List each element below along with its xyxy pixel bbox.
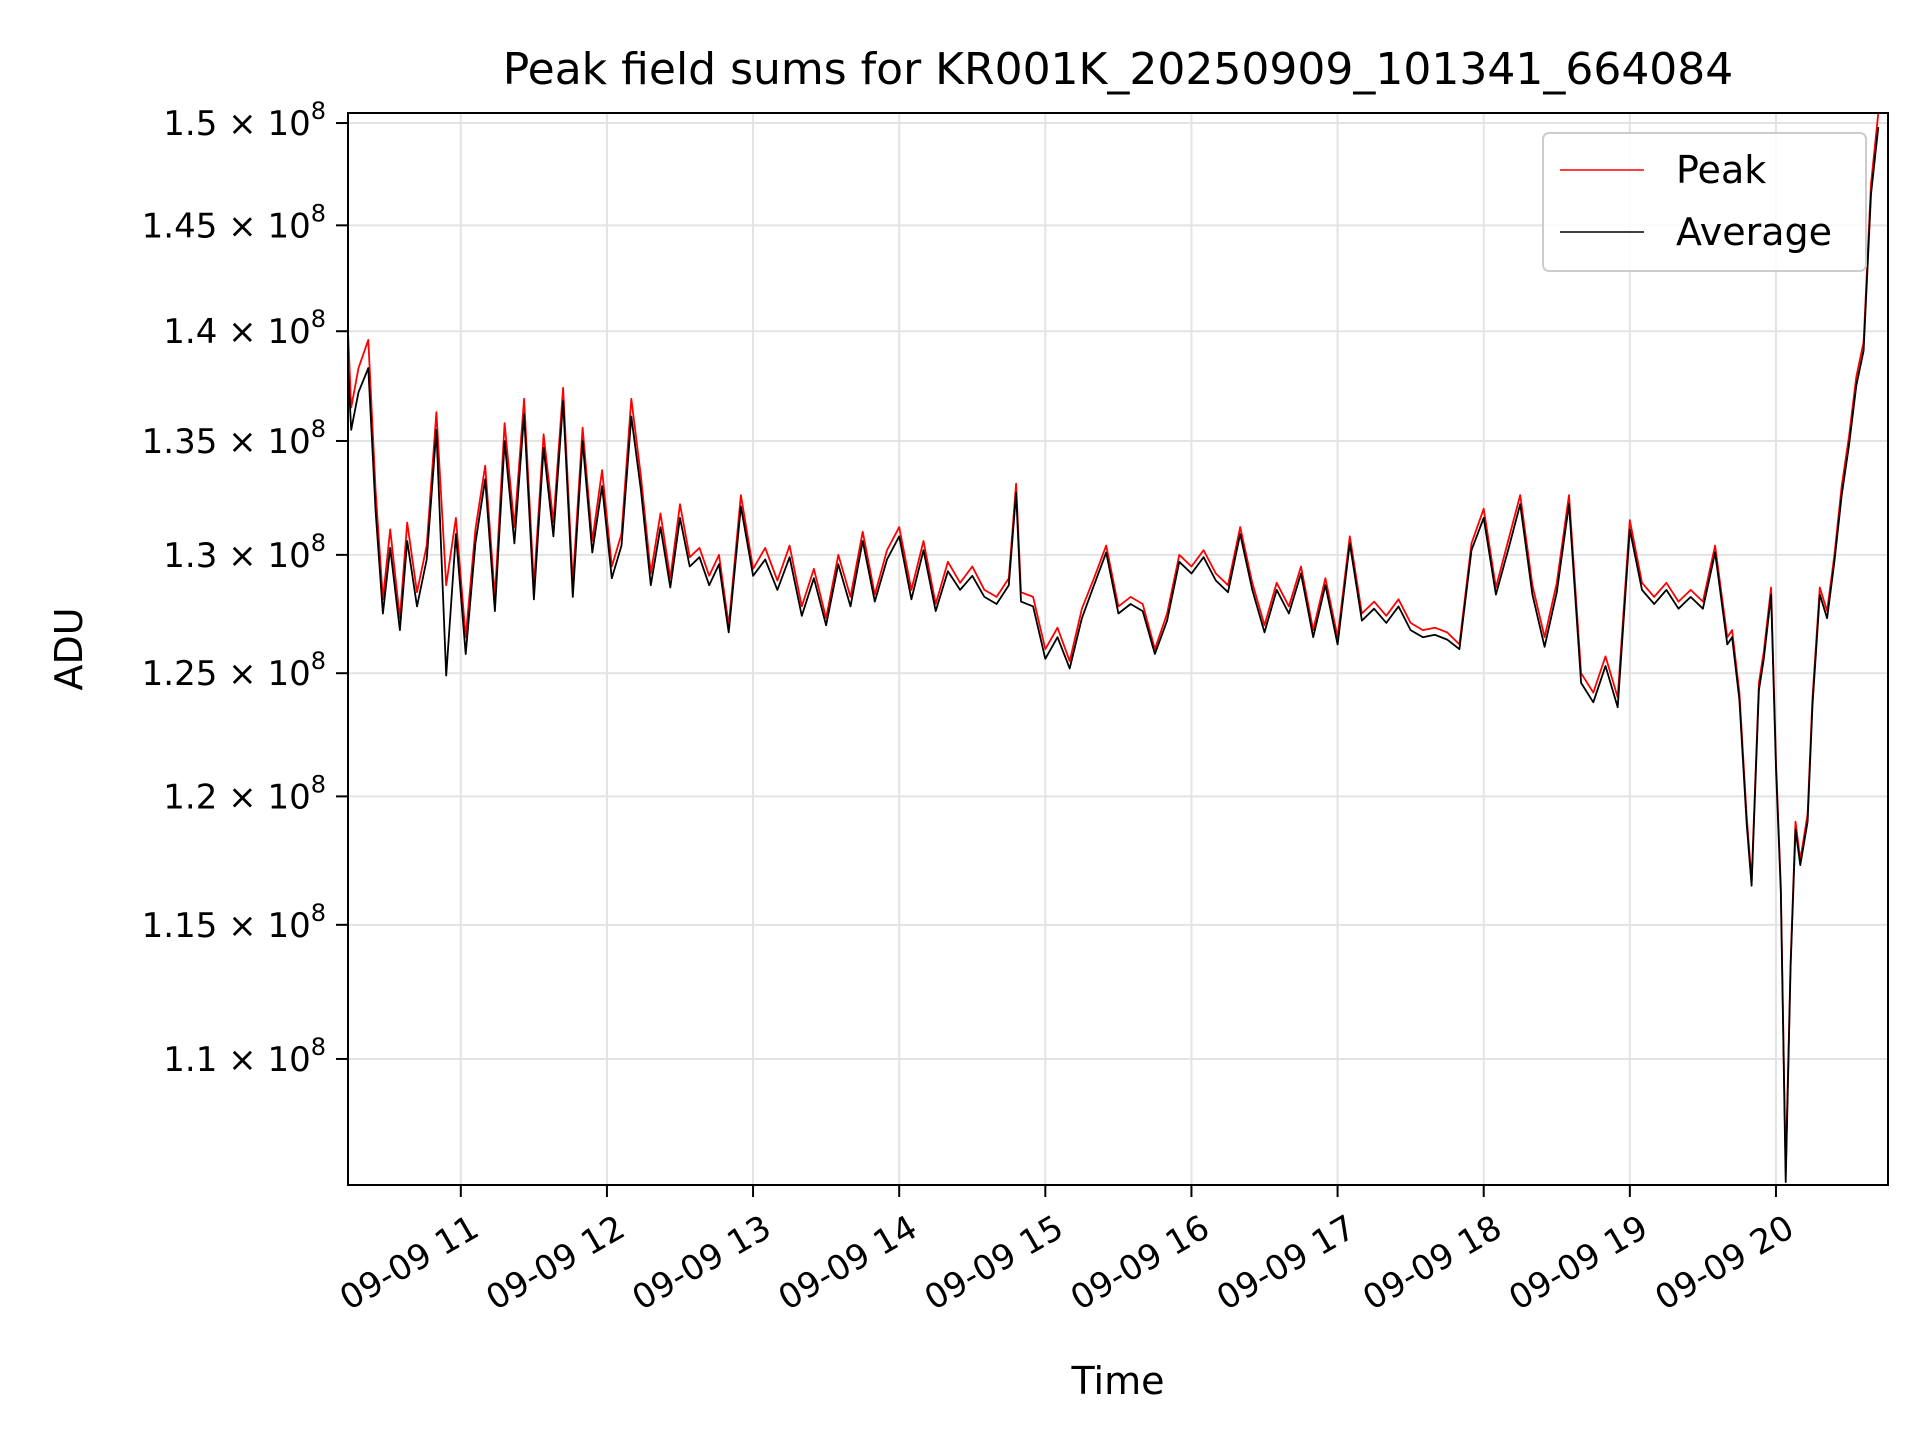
y-tick-times-sign: × bbox=[217, 777, 267, 817]
y-tick-mantissa: 1.2 bbox=[163, 777, 217, 817]
y-tick-label: 1.4 × 108 bbox=[163, 305, 326, 352]
x-tick-label: 09-09 20 bbox=[1648, 1208, 1800, 1319]
y-tick-mantissa: 1.35 bbox=[142, 422, 218, 462]
x-tick-label: 09-09 11 bbox=[333, 1208, 485, 1319]
y-tick-label: 1.15 × 108 bbox=[142, 899, 326, 946]
y-tick-base: 10 bbox=[267, 104, 310, 144]
y-tick-times-sign: × bbox=[217, 906, 267, 946]
y-tick-base: 10 bbox=[267, 206, 310, 246]
y-tick-times-sign: × bbox=[217, 1040, 267, 1080]
y-tick-times-sign: × bbox=[217, 654, 267, 694]
series-line-average bbox=[348, 127, 1880, 1183]
y-tick-label: 1.3 × 108 bbox=[163, 529, 326, 576]
y-tick-mantissa: 1.4 bbox=[163, 312, 217, 352]
y-tick-label: 1.35 × 108 bbox=[142, 415, 326, 462]
y-tick-base: 10 bbox=[267, 654, 310, 694]
y-tick-exponent: 8 bbox=[311, 305, 326, 333]
legend-peak-label: Peak bbox=[1676, 148, 1766, 192]
x-tick-label: 09-09 13 bbox=[626, 1208, 778, 1319]
grid-lines bbox=[348, 113, 1888, 1185]
chart-title: Peak field sums for KR001K_20250909_1013… bbox=[503, 44, 1734, 95]
y-tick-mantissa: 1.25 bbox=[142, 654, 218, 694]
y-tick-exponent: 8 bbox=[311, 647, 326, 675]
x-tick-label: 09-09 19 bbox=[1502, 1208, 1654, 1319]
y-tick-exponent: 8 bbox=[311, 770, 326, 798]
y-tick-base: 10 bbox=[267, 312, 310, 352]
y-tick-base: 10 bbox=[267, 1040, 310, 1080]
x-tick-label: 09-09 14 bbox=[772, 1208, 924, 1319]
y-tick-mantissa: 1.5 bbox=[163, 104, 217, 144]
y-tick-exponent: 8 bbox=[311, 199, 326, 227]
x-tick-label: 09-09 16 bbox=[1064, 1208, 1216, 1319]
y-tick-label: 1.1 × 108 bbox=[163, 1033, 326, 1080]
y-tick-times-sign: × bbox=[217, 536, 267, 576]
y-tick-exponent: 8 bbox=[311, 899, 326, 927]
y-tick-base: 10 bbox=[267, 422, 310, 462]
y-tick-times-sign: × bbox=[217, 206, 267, 246]
y-tick-base: 10 bbox=[267, 906, 310, 946]
y-axis-label: ADU bbox=[47, 607, 91, 690]
y-tick-label: 1.25 × 108 bbox=[142, 647, 326, 694]
y-tick-base: 10 bbox=[267, 536, 310, 576]
y-tick-mantissa: 1.1 bbox=[163, 1040, 217, 1080]
x-tick-label: 09-09 17 bbox=[1210, 1208, 1362, 1319]
plot-frame bbox=[347, 112, 1889, 1186]
series-lines bbox=[348, 113, 1880, 1183]
y-tick-exponent: 8 bbox=[311, 415, 326, 443]
y-tick-exponent: 8 bbox=[311, 97, 326, 125]
y-tick-mantissa: 1.45 bbox=[142, 206, 218, 246]
x-tick-label: 09-09 18 bbox=[1356, 1208, 1508, 1319]
x-tick-label: 09-09 15 bbox=[918, 1208, 1070, 1319]
y-tick-label: 1.2 × 108 bbox=[163, 770, 326, 817]
legend: Peak Average bbox=[1542, 132, 1867, 272]
x-axis-label: Time bbox=[1071, 1359, 1165, 1403]
y-tick-label: 1.5 × 108 bbox=[163, 97, 326, 144]
x-tick-label: 09-09 12 bbox=[479, 1208, 631, 1319]
y-tick-exponent: 8 bbox=[311, 1033, 326, 1061]
y-tick-times-sign: × bbox=[217, 312, 267, 352]
legend-box bbox=[1542, 132, 1867, 272]
legend-average-label: Average bbox=[1676, 210, 1832, 254]
y-tick-base: 10 bbox=[267, 777, 310, 817]
y-tick-label: 1.45 × 108 bbox=[142, 199, 326, 246]
plot-background bbox=[348, 113, 1888, 1185]
y-tick-mantissa: 1.15 bbox=[142, 906, 218, 946]
y-tick-mantissa: 1.3 bbox=[163, 536, 217, 576]
y-tick-exponent: 8 bbox=[311, 529, 326, 557]
y-tick-times-sign: × bbox=[217, 422, 267, 462]
y-tick-times-sign: × bbox=[217, 104, 267, 144]
